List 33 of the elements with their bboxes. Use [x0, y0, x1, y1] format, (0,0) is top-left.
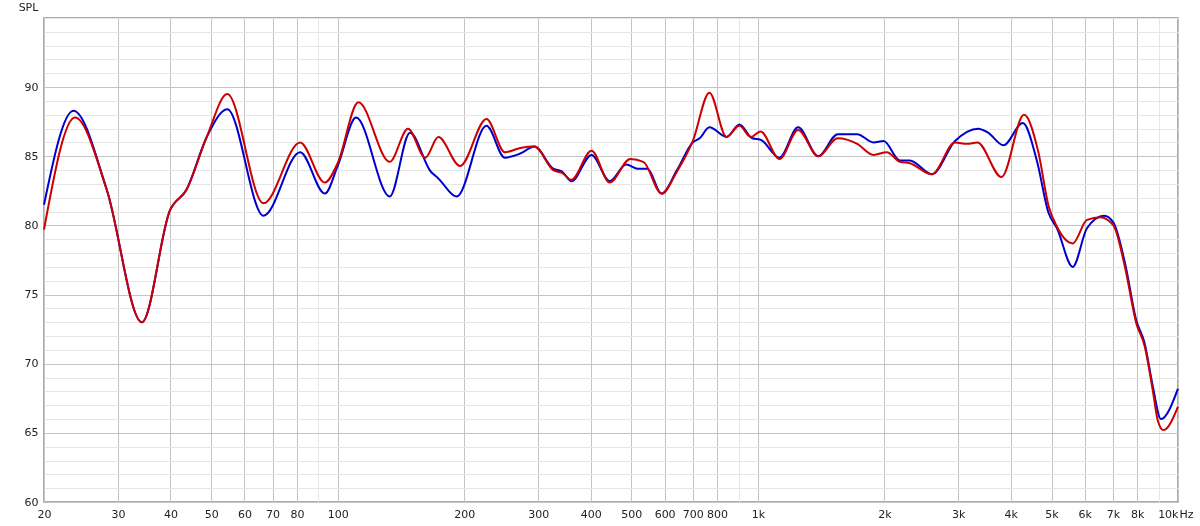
y-tick-label: 80	[24, 218, 39, 232]
x-tick-label: 400	[580, 507, 602, 521]
x-tick-label: 60	[237, 507, 252, 521]
y-tick-label: 60	[24, 495, 39, 509]
y-tick-label: 85	[24, 149, 39, 163]
y-tick-label: 65	[24, 426, 39, 440]
x-tick-label: 1k	[751, 507, 766, 521]
y-tick-label: 90	[24, 80, 39, 94]
y-tick-label: 75	[24, 288, 39, 302]
x-tick-label: 600	[654, 507, 676, 521]
x-tick-label: 800	[707, 507, 729, 521]
x-tick-label: 50	[204, 507, 219, 521]
y-tick-label: 70	[24, 357, 39, 371]
x-tick-label: 300	[528, 507, 550, 521]
x-tick-label: 700	[682, 507, 704, 521]
x-tick-label: 2k	[878, 507, 893, 521]
x-tick-label: 80	[290, 507, 305, 521]
x-tick-label: 7k	[1106, 507, 1121, 521]
x-tick-label: 20	[37, 507, 52, 521]
x-tick-label: 100	[327, 507, 349, 521]
x-tick-label: 10k	[1158, 507, 1180, 521]
x-axis-title: Hz	[1179, 507, 1194, 521]
x-tick-label: 5k	[1045, 507, 1060, 521]
x-tick-label: 3k	[952, 507, 967, 521]
x-tick-label: 500	[621, 507, 643, 521]
y-axis-title: SPL	[18, 0, 40, 14]
x-tick-label: 70	[266, 507, 281, 521]
x-tick-label: 6k	[1078, 507, 1093, 521]
x-tick-label: 200	[454, 507, 476, 521]
x-tick-label: 40	[163, 507, 178, 521]
x-tick-label: 4k	[1004, 507, 1019, 521]
x-tick-label: 8k	[1131, 507, 1146, 521]
x-tick-label: 30	[111, 507, 126, 521]
